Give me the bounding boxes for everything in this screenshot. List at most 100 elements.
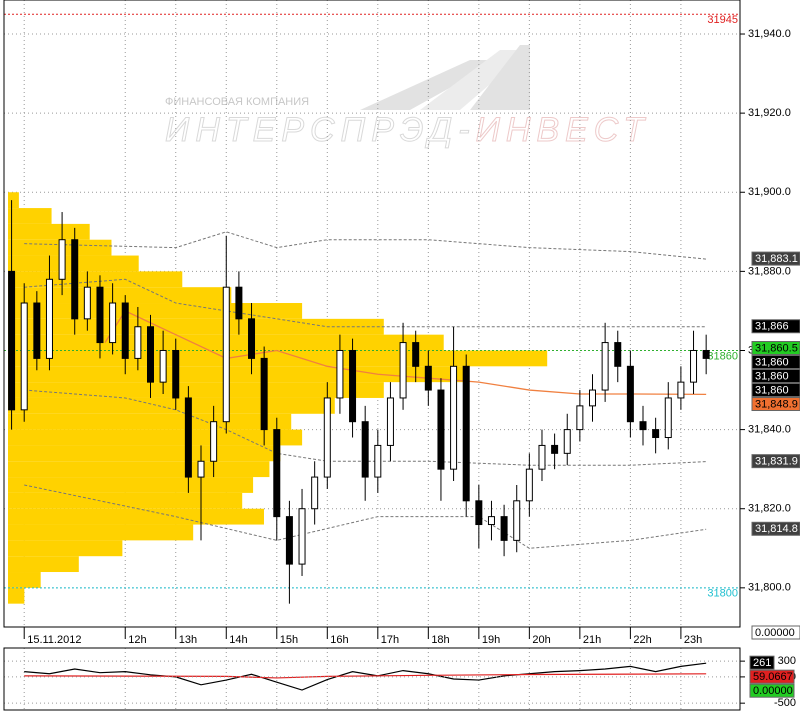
candle-body: [601, 342, 609, 391]
candle-body: [235, 286, 243, 320]
candle-body: [361, 421, 369, 478]
price-tag-label: 31,848.9: [755, 398, 798, 410]
price-tag: [751, 251, 800, 266]
x-tick-label: 23h: [684, 634, 702, 646]
level-label: 31860: [707, 350, 738, 362]
candle-body: [298, 508, 306, 565]
price-tag: [751, 369, 800, 384]
candle-body: [551, 444, 559, 454]
profile-bar: [8, 223, 90, 240]
candle-body: [563, 429, 571, 454]
profile-bar: [8, 413, 292, 430]
profile-bar: [8, 524, 194, 541]
profile-bar: [8, 508, 264, 525]
candle-body: [462, 365, 470, 502]
profile-bar: [8, 429, 303, 446]
indicator-panel: [4, 648, 740, 710]
candle-body: [184, 397, 192, 478]
price-tag: [749, 655, 775, 670]
x-tick-label: 13h: [179, 634, 197, 646]
price-tag: [751, 355, 800, 370]
candle-body: [374, 444, 382, 478]
candle-body: [588, 389, 596, 407]
watermark-name: ИНТЕРСПРЭД-ИНВЕСТ: [165, 111, 650, 149]
candle-body: [652, 429, 660, 439]
level-label: 31945: [707, 14, 738, 26]
candle-body: [450, 365, 458, 470]
line: [24, 673, 707, 679]
x-tick-label: 18h: [431, 634, 449, 646]
y-tick-label: 31,840.0: [748, 424, 791, 436]
profile-bar: [8, 271, 183, 288]
candle-body: [702, 349, 710, 359]
level-label: 31800: [707, 588, 738, 600]
candle-body: [525, 468, 533, 502]
y-tick-label: 300: [778, 655, 796, 667]
x-tick-label: 14h: [229, 634, 247, 646]
candle-body: [58, 239, 66, 280]
indicator-frame: [3, 647, 741, 711]
candle-body: [639, 421, 647, 431]
candle-body: [273, 429, 281, 518]
candle-body: [8, 270, 16, 411]
x-tick-label: 15.11.2012: [27, 634, 81, 646]
candle-body: [614, 342, 622, 367]
candle-body: [33, 302, 41, 359]
profile-bar: [8, 461, 270, 478]
price-tag-label: 31,860: [755, 356, 789, 368]
main-panel: 31945 31860 31800: [4, 0, 740, 627]
price-tag-label: 261: [753, 657, 771, 669]
price-tag-label: 31,831.9: [755, 456, 798, 468]
candle-body: [146, 326, 154, 383]
profile-bar: [8, 366, 466, 383]
candle-body: [500, 516, 508, 541]
x-tick-label: 15h: [280, 634, 298, 646]
candle-body: [121, 302, 129, 359]
profile-bar: [8, 445, 281, 462]
y-tick-label: 31,900.0: [748, 186, 791, 198]
price-tag-label: 0.00000: [753, 685, 793, 697]
candle-body: [20, 302, 28, 411]
candle-body: [576, 405, 584, 431]
x-tick-label: 12h: [128, 634, 146, 646]
price-tag: [751, 454, 800, 469]
candle-body: [513, 500, 521, 541]
candle-body: [664, 397, 672, 439]
candle-body: [677, 381, 685, 399]
x-tick-label: 20h: [532, 634, 550, 646]
price-tag: [751, 397, 800, 412]
profile-bar: [8, 287, 232, 304]
logo-shape: [420, 50, 530, 110]
candle-body: [386, 397, 394, 446]
y-tick-label: 31,880.0: [748, 265, 791, 277]
candle-body: [248, 318, 256, 359]
candle-body: [172, 349, 180, 399]
price-tag: [751, 625, 800, 640]
candle-body: [437, 389, 445, 470]
price-tag: [749, 669, 795, 684]
y-tick-label: 31,920.0: [748, 107, 791, 119]
y-tick-label: -500: [774, 697, 796, 709]
candle-body: [210, 421, 218, 462]
candle-body: [424, 365, 432, 391]
candle-body: [311, 476, 319, 510]
x-tick-label: 16h: [330, 634, 348, 646]
candle-body: [45, 278, 53, 359]
profile-bar: [8, 540, 123, 557]
candle-body: [134, 326, 142, 359]
x-tick-label: 17h: [381, 634, 399, 646]
profile-bar: [8, 556, 79, 573]
price-tag-label: 31,883.1: [755, 253, 798, 265]
candle-body: [285, 516, 293, 565]
profile-bar: [8, 397, 335, 414]
y-tick-label: 31,940.0: [748, 28, 791, 40]
candle-body: [336, 349, 344, 399]
candle-body: [399, 342, 407, 399]
y-tick-label: 31,820.0: [748, 503, 791, 515]
x-tick-label: 21h: [583, 634, 601, 646]
candle-body: [83, 286, 91, 320]
price-tag-label: 31,866: [755, 321, 789, 333]
candle-body: [109, 302, 117, 344]
x-tick-label: 22h: [633, 634, 651, 646]
